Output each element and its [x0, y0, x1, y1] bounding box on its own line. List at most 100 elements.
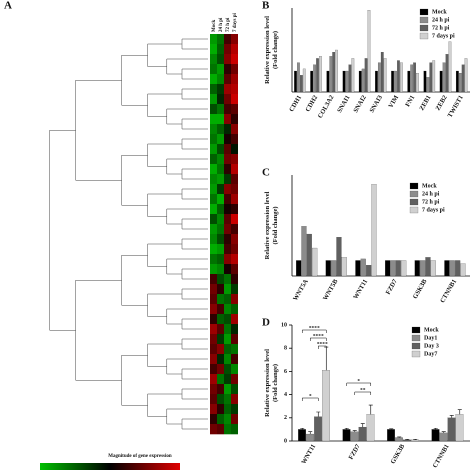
dendrogram-branch	[166, 408, 208, 425]
bar	[439, 432, 448, 442]
heatmap-cell	[224, 84, 231, 95]
heatmap-cell	[210, 194, 217, 205]
bar	[306, 433, 314, 442]
bar	[395, 260, 401, 277]
dendrogram-branch	[181, 138, 208, 150]
bar	[455, 414, 464, 442]
heatmap-cell	[217, 274, 224, 285]
heatmap-cell	[217, 124, 224, 135]
heatmap-cell	[217, 404, 224, 415]
heatmap-cell	[224, 374, 231, 385]
heatmap-cell	[210, 124, 217, 135]
x-tick-label: WNT11	[352, 278, 369, 300]
bar	[458, 72, 462, 93]
heatmap-cell	[210, 244, 217, 255]
heatmap-cell	[224, 64, 231, 75]
error-bar	[449, 415, 454, 418]
bar	[377, 62, 381, 93]
bar	[383, 58, 387, 93]
bar	[399, 62, 403, 93]
error-bar	[457, 409, 462, 415]
bar	[449, 260, 455, 277]
heatmap-cell	[231, 184, 238, 195]
significance-bracket	[301, 329, 327, 333]
dendrogram-branch	[166, 208, 208, 225]
bar	[325, 260, 331, 277]
x-tick-label: WNT5B	[322, 278, 340, 302]
heatmap-cell	[210, 374, 217, 385]
bar	[299, 75, 303, 93]
heatmap-cell	[210, 44, 217, 55]
x-tick-label: WNT5A	[292, 278, 310, 302]
heatmap-cell	[231, 244, 238, 255]
column-label: 72 h pi	[226, 17, 231, 32]
panel-label: C	[262, 167, 270, 179]
x-tick-label: FZD7	[348, 443, 363, 461]
legend-swatch	[419, 24, 429, 32]
heatmap-cell	[224, 114, 231, 125]
heatmap-cell	[224, 204, 231, 215]
bar	[364, 58, 368, 93]
heatmap-cell	[231, 224, 238, 235]
error-bar	[300, 427, 305, 430]
heatmap-cell	[217, 104, 224, 115]
heatmap-cell	[231, 174, 238, 185]
heatmap-cell	[231, 344, 238, 355]
bar	[310, 70, 314, 93]
legend-label: Mock	[432, 9, 447, 15]
heatmap-cell	[231, 164, 238, 175]
heatmap-cell	[210, 174, 217, 185]
bar	[426, 77, 430, 93]
dendrogram-branch	[166, 258, 208, 275]
x-tick-label: TWIST1	[447, 94, 465, 119]
heatmap-cell	[217, 334, 224, 345]
heatmap-cell	[224, 354, 231, 365]
significance-label: *	[309, 393, 312, 399]
significance-bracket	[309, 337, 327, 341]
bar	[296, 260, 302, 277]
heatmap-cell	[217, 134, 224, 145]
heatmap-cell	[210, 224, 217, 235]
heatmap-cell	[224, 334, 231, 345]
dendrogram-branch	[166, 58, 208, 75]
significance-bracket	[346, 382, 372, 386]
heatmap-cell	[217, 214, 224, 225]
dendrogram-branch	[181, 88, 208, 100]
bar	[336, 237, 342, 277]
heatmap-cell	[231, 54, 238, 65]
heatmap-cell	[231, 84, 238, 95]
bar	[326, 70, 330, 93]
heatmap-cell	[217, 254, 224, 265]
heatmap-cell	[231, 194, 238, 205]
legend-label: Day7	[424, 351, 437, 357]
heatmap-cell	[224, 194, 231, 205]
legend-swatch	[409, 198, 419, 206]
colorbar-label: Magnitude of gene expression	[108, 454, 172, 459]
colorbar	[40, 463, 180, 470]
legend-swatch	[409, 190, 419, 198]
heatmap-cell	[217, 294, 224, 305]
bar	[385, 260, 391, 277]
error-bar	[316, 411, 321, 417]
x-tick-label: SNAI1	[336, 94, 351, 114]
heatmap-cell	[224, 184, 231, 195]
y-tick-label: 10	[281, 322, 287, 328]
legend-swatch	[411, 342, 421, 350]
bar	[455, 70, 459, 93]
error-bar	[405, 438, 410, 440]
dendrogram-branch	[181, 268, 208, 280]
heatmap-cell	[210, 164, 217, 175]
heatmap-cell	[210, 214, 217, 225]
bar	[413, 62, 416, 93]
x-tick-label: CTNNB1	[432, 443, 451, 469]
heatmap-cell	[224, 224, 231, 235]
bar	[401, 260, 407, 277]
bar	[403, 439, 411, 442]
heatmap-cell	[217, 374, 224, 385]
x-tick-label: COL3A2	[317, 94, 336, 119]
heatmap-cell	[231, 124, 238, 135]
dendrogram-branch	[181, 38, 208, 50]
heatmap-cell	[224, 254, 231, 265]
bar	[431, 429, 440, 442]
bar	[313, 64, 316, 93]
